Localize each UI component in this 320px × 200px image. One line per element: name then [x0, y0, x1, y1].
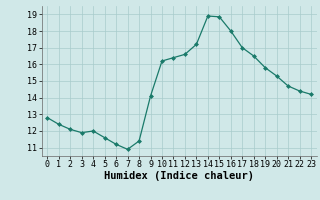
X-axis label: Humidex (Indice chaleur): Humidex (Indice chaleur) — [104, 171, 254, 181]
